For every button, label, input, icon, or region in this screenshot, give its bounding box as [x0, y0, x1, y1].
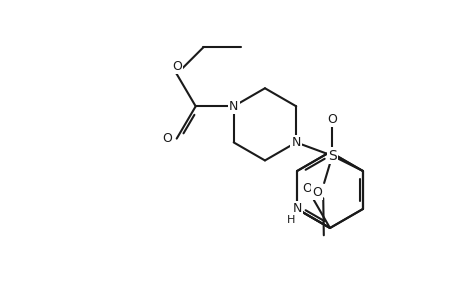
Text: N: N	[291, 136, 300, 149]
Text: N: N	[292, 202, 301, 215]
Text: N: N	[229, 100, 238, 113]
Text: O: O	[327, 113, 336, 126]
Text: O: O	[162, 132, 171, 145]
Text: O: O	[302, 182, 312, 195]
Text: O: O	[171, 59, 181, 73]
Text: H: H	[286, 215, 294, 225]
Text: O: O	[312, 185, 321, 199]
Text: S: S	[327, 149, 336, 163]
